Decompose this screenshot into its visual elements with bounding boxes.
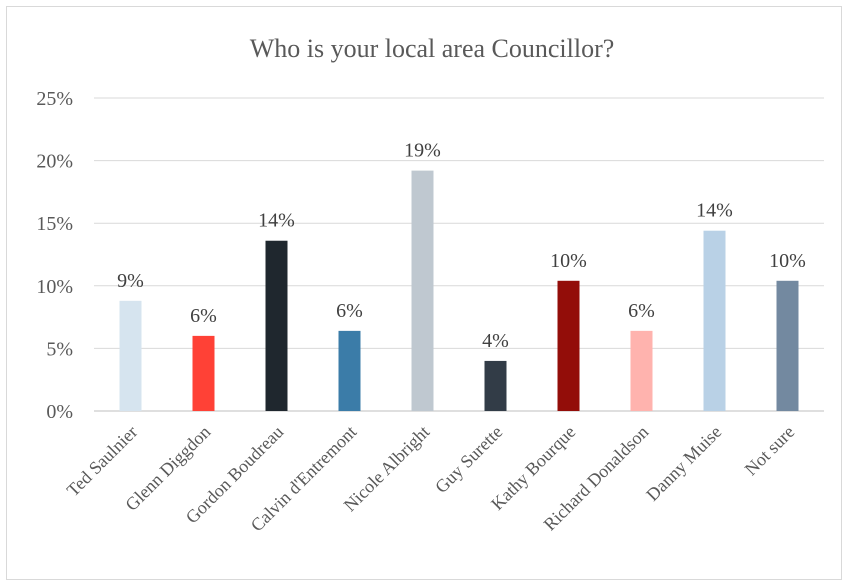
bar [411,170,434,411]
data-label: 6% [190,305,217,327]
bar [557,280,580,411]
y-tick-label: 15% [36,213,73,235]
gridlines [94,97,824,412]
y-tick-label: 20% [36,151,73,173]
y-tick-label: 5% [46,338,73,360]
x-tick-label: Ted Saulnier [63,422,142,501]
data-label: 19% [404,140,441,162]
bar [265,240,288,411]
bar [338,330,361,411]
bar [484,360,507,411]
data-label: 10% [550,250,587,272]
bar [119,300,142,411]
chart-frame: Who is your local area Councillor? 0% 5% 1… [6,6,842,580]
data-labels: 9% 6% 14% 6% 19% 4% 10% 6% 14% 10% [117,140,806,352]
x-tick-label: Guy Surette [431,422,506,497]
y-tick-label: 0% [46,401,73,423]
data-label: 14% [696,200,733,222]
bar [776,280,799,411]
y-axis: 0% 5% 10% 15% 20% 25% [36,88,73,423]
bar [703,230,726,411]
x-tick-label: Not sure [741,422,799,480]
bar [630,330,653,411]
data-label: 6% [628,300,655,322]
data-label: 6% [336,300,363,322]
x-tick-label: Danny Muise [642,422,725,505]
chart-title: Who is your local area Councillor? [250,34,615,63]
data-label: 14% [258,210,295,232]
data-label: 9% [117,270,144,292]
y-tick-label: 25% [36,88,73,110]
data-label: 10% [769,250,806,272]
bar [192,335,215,411]
bar-chart: Who is your local area Councillor? 0% 5% 1… [36,34,824,536]
bars [119,170,799,411]
data-label: 4% [482,330,509,352]
y-tick-label: 10% [36,276,73,298]
